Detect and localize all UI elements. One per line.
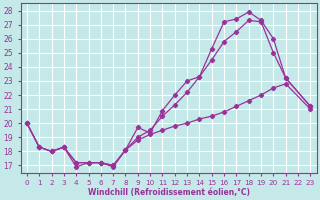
X-axis label: Windchill (Refroidissement éolien,°C): Windchill (Refroidissement éolien,°C) (88, 188, 250, 197)
